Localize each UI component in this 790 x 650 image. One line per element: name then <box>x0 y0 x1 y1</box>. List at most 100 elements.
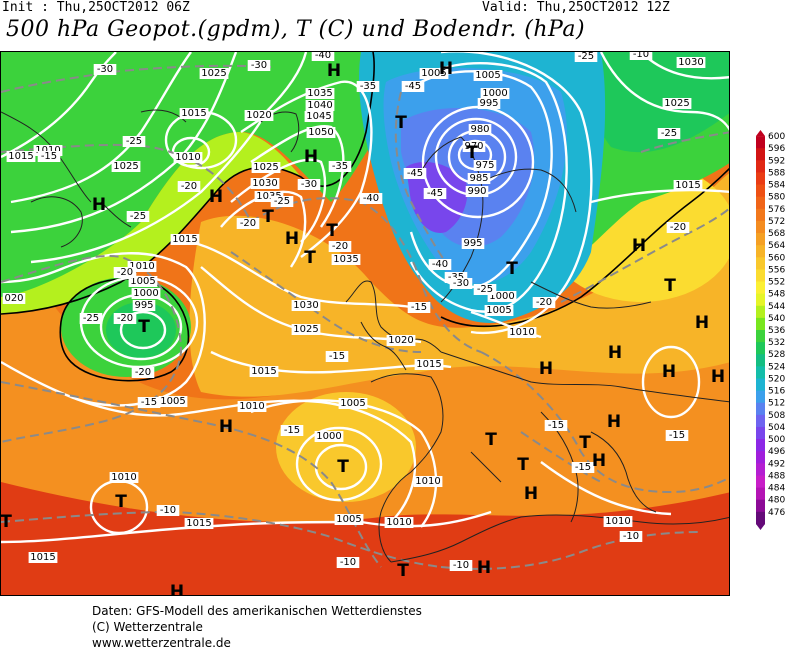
low-pressure-symbol: T <box>579 433 591 453</box>
isobar-label-bg <box>484 305 514 316</box>
isotherm-label-bg <box>403 168 427 179</box>
low-pressure-symbol: T <box>304 248 316 268</box>
isobar-label: 1010 <box>386 517 411 528</box>
isotherm-label-bg <box>297 179 321 190</box>
legend-swatch <box>756 233 765 246</box>
isobar-label-bg <box>291 324 321 335</box>
legend-swatch <box>756 402 765 416</box>
isotherm-label: -40 <box>363 193 379 204</box>
isobar-label: 1035 <box>333 254 358 265</box>
legend-level-label: 556 <box>768 265 785 275</box>
isotherm-label-bg <box>629 52 653 60</box>
isobar-label: 1025 <box>201 68 226 79</box>
isobar-label: 1035 <box>307 88 332 99</box>
isobar-label: 1015 <box>251 366 276 377</box>
isobar-label: 1015 <box>416 359 441 370</box>
isobar-label: 975 <box>475 160 494 171</box>
isotherm-label: -35 <box>360 81 376 92</box>
high-pressure-symbol: H <box>524 484 538 504</box>
isobar-label-bg <box>199 68 229 79</box>
isobar-label: 1015 <box>172 234 197 245</box>
legend-level-label: 504 <box>768 423 785 433</box>
isobar-label: 1005 <box>130 276 155 287</box>
isotherm-label-bg <box>325 351 349 362</box>
isobar-label-bg <box>413 476 443 487</box>
high-pressure-symbol: H <box>209 187 223 207</box>
low-pressure-symbol: T <box>517 455 529 475</box>
isotherm-label: -20 <box>117 313 133 324</box>
legend-level-label: 524 <box>768 362 785 372</box>
isotherm-label-bg <box>423 188 447 199</box>
isobar-label-bg <box>128 276 158 287</box>
isotherm-label: -15 <box>669 430 685 441</box>
isobar-label-bg <box>251 162 281 173</box>
legend-level-label: 580 <box>768 193 785 203</box>
isobar-label-bg <box>173 152 203 163</box>
low-pressure-symbol: T <box>337 457 349 477</box>
isotherm-label: -45 <box>407 168 423 179</box>
isobar-label-bg <box>419 68 449 79</box>
isotherm-label: -15 <box>575 462 591 473</box>
high-pressure-symbol: H <box>477 558 491 578</box>
isobar-label-bg <box>244 110 274 121</box>
isobar-label: 995 <box>463 238 482 249</box>
legend-level-label: 488 <box>768 471 785 481</box>
isobar-label-bg <box>305 88 335 99</box>
isobar-label-bg <box>480 88 510 99</box>
isotherm-label-bg <box>359 193 383 204</box>
isobar-label-bg <box>331 254 361 265</box>
isotherm-label: -10 <box>633 52 649 60</box>
weather-map: 1025 1015 1010 1015 1010 1025 1020 1025 1030 1035… <box>0 51 730 596</box>
legend-level-label: 484 <box>768 484 785 494</box>
isotherm-label-bg <box>444 272 468 283</box>
legend-swatch <box>756 342 765 355</box>
isotherm-label-bg <box>532 297 556 308</box>
isotherm-label-bg <box>236 218 260 229</box>
footer-copyright: (C) Wetterzentrale <box>92 620 203 634</box>
isobar-label: 1050 <box>308 127 333 138</box>
legend-swatch <box>756 390 765 404</box>
legend-level-label: 480 <box>768 496 785 506</box>
isobar-label: 1015 <box>186 518 211 529</box>
isotherm-label-bg <box>336 557 360 568</box>
legend-level-label: 508 <box>768 411 785 421</box>
isotherm-label-bg <box>113 267 137 278</box>
legend-level-label: 540 <box>768 314 785 324</box>
isobar-label: 1000 <box>316 431 341 442</box>
isobar-label-bg <box>473 160 497 171</box>
isobar-label-bg <box>334 514 364 525</box>
isobar-label: 1035 <box>256 191 281 202</box>
legend-level-label: 536 <box>768 326 785 336</box>
legend-level-label: 600 <box>768 132 785 142</box>
isobar-label-bg <box>28 552 58 563</box>
legend-swatch <box>756 269 765 283</box>
isotherm-label-bg <box>113 313 137 324</box>
isobar-label-bg <box>306 127 336 138</box>
high-pressure-symbol: H <box>285 229 299 249</box>
low-pressure-symbol: T <box>397 561 409 581</box>
isobar-label: 1010 <box>129 261 154 272</box>
isobar-label: 1010 <box>605 516 630 527</box>
isobar-label: 1005 <box>160 396 185 407</box>
isotherm-label-bg <box>79 313 103 324</box>
isobar-label: 1000 <box>489 291 514 302</box>
isobar-label-bg <box>305 100 335 111</box>
legend-swatch <box>756 499 765 513</box>
legend-swatch <box>756 451 765 464</box>
isobar-label-bg <box>304 111 334 122</box>
isotherm-label-bg <box>666 222 690 233</box>
field-lightgreen-edge <box>1 132 301 314</box>
isotherm-label-bg <box>156 505 180 516</box>
isotherm-label-bg <box>247 60 271 71</box>
footer-data-source: Daten: GFS-Modell des amerikanischen Wet… <box>92 604 422 618</box>
isotherm-label: -20 <box>670 222 686 233</box>
isotherm-label-bg <box>93 64 117 75</box>
isobar-label-bg <box>6 151 36 162</box>
isobar-label: 1040 <box>307 100 332 111</box>
legend-swatch <box>756 220 765 234</box>
high-pressure-symbol: H <box>608 343 622 363</box>
isotherm-label: -45 <box>405 81 421 92</box>
isobar-label: 1005 <box>486 305 511 316</box>
low-pressure-symbol: T <box>466 143 478 163</box>
high-pressure-symbol: H <box>592 451 606 471</box>
